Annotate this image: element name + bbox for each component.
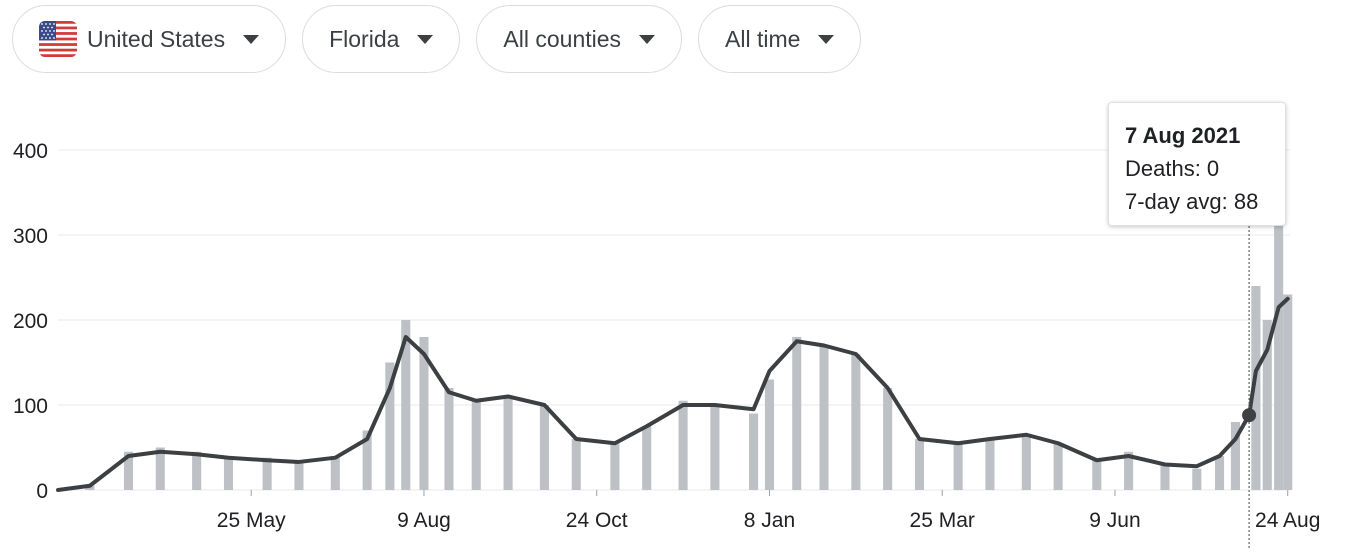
y-tick-label: 200 <box>13 310 48 333</box>
time-range-dropdown[interactable]: All time <box>698 5 862 73</box>
bar <box>223 456 234 490</box>
bar <box>678 400 688 490</box>
bar <box>1092 460 1102 490</box>
x-tick-label: 24 Aug <box>1255 509 1320 532</box>
bar <box>330 456 340 490</box>
bar <box>192 451 202 490</box>
us-flag-icon <box>39 21 77 57</box>
x-tick-label: 25 Mar <box>910 509 975 532</box>
y-axis: 0 100 200 300 400 <box>13 140 48 503</box>
avg-line-path <box>56 296 1290 492</box>
caret-down-icon <box>417 34 434 44</box>
bar <box>444 388 454 490</box>
y-tick-label: 300 <box>13 225 48 248</box>
x-tick-label: 9 Jun <box>1089 509 1140 532</box>
caret-down-icon <box>818 34 835 44</box>
bar <box>401 320 411 490</box>
x-tick-label: 25 May <box>217 509 286 532</box>
bar <box>1251 286 1261 490</box>
filter-bar: United States Florida All counties All t… <box>12 5 862 73</box>
bar <box>610 443 620 490</box>
bar <box>571 439 581 490</box>
bar <box>294 460 304 490</box>
seven-day-avg-line <box>56 296 1290 492</box>
bar <box>851 354 861 490</box>
bar <box>749 413 759 490</box>
x-tick-label: 8 Jan <box>744 509 795 532</box>
time-range-label: All time <box>725 25 801 52</box>
y-tick-label: 0 <box>36 480 48 503</box>
bar <box>155 447 165 490</box>
bar <box>1124 451 1134 490</box>
bar <box>883 388 893 490</box>
chart-gridlines <box>58 149 1290 491</box>
bar <box>914 439 925 490</box>
bar <box>1283 294 1293 490</box>
tooltip-deaths: Deaths: 0 <box>1125 156 1220 181</box>
bar <box>85 485 95 490</box>
bar <box>539 405 549 490</box>
bar <box>1262 320 1272 490</box>
bar <box>1053 443 1063 490</box>
bar <box>503 396 513 490</box>
tooltip-date: 7 Aug 2021 <box>1125 123 1241 148</box>
x-tick-label: 9 Aug <box>397 509 451 532</box>
hover-point <box>1242 408 1257 423</box>
bar <box>385 362 395 490</box>
caret-down-icon <box>639 34 656 44</box>
y-tick-label: 100 <box>13 395 48 418</box>
bar <box>262 457 272 490</box>
bar <box>953 443 963 490</box>
bar <box>1192 468 1202 490</box>
x-tick-label: 24 Oct <box>566 509 628 532</box>
bar <box>710 405 720 490</box>
hover-marker <box>1242 226 1257 548</box>
county-dropdown[interactable]: All counties <box>476 5 683 73</box>
county-label: All counties <box>503 25 622 52</box>
bar <box>792 337 802 490</box>
bar <box>1230 422 1240 490</box>
bar <box>1214 456 1225 490</box>
bar <box>362 430 372 490</box>
bar <box>1021 434 1031 490</box>
bar <box>471 400 481 490</box>
bar <box>123 451 134 490</box>
bar <box>419 337 429 490</box>
state-dropdown[interactable]: Florida <box>302 5 461 73</box>
bar <box>819 345 829 490</box>
x-axis: 25 May 9 Aug 24 Oct 8 Jan 25 Mar 9 Jun 24 Aug <box>217 490 1320 532</box>
state-label: Florida <box>329 25 400 52</box>
country-dropdown[interactable]: United States <box>12 5 287 73</box>
bar <box>985 439 995 490</box>
bar <box>1160 464 1170 490</box>
country-label: United States <box>87 25 226 52</box>
chart-tooltip: 7 Aug 2021 Deaths: 0 7-day avg: 88 <box>1108 102 1286 226</box>
bar <box>764 379 775 490</box>
daily-deaths-bars <box>85 218 1293 490</box>
bar <box>1274 218 1284 490</box>
bar <box>642 426 652 490</box>
y-tick-label: 400 <box>13 140 48 163</box>
tooltip-average: 7-day avg: 88 <box>1125 189 1259 214</box>
caret-down-icon <box>243 34 260 44</box>
